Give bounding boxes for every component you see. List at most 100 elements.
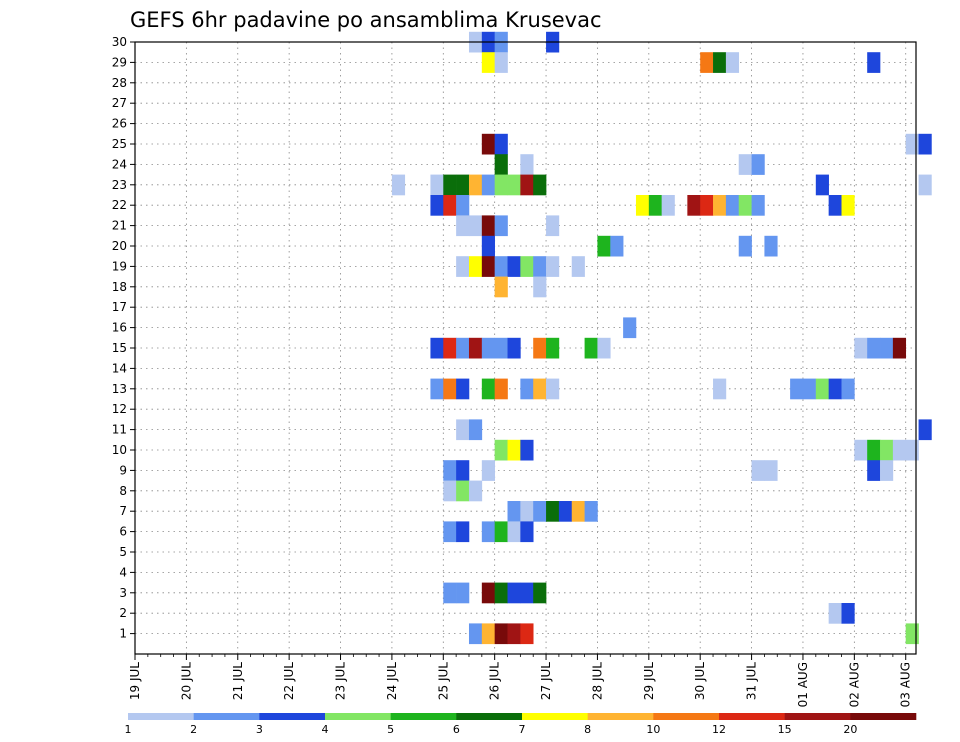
colorbar-swatch — [193, 713, 260, 720]
data-cell — [533, 378, 547, 400]
data-cell — [905, 623, 919, 645]
data-cell — [520, 501, 534, 522]
x-tick-label: 19 JUL — [128, 662, 142, 700]
data-cell — [661, 195, 675, 216]
data-cell — [520, 174, 534, 196]
data-cell — [751, 460, 765, 481]
data-cell — [584, 501, 598, 522]
data-cell — [546, 215, 560, 237]
data-cell — [520, 521, 534, 543]
data-cell — [456, 215, 470, 237]
data-cell — [713, 378, 727, 400]
data-cell — [443, 480, 457, 502]
data-cell — [905, 439, 919, 461]
grid — [134, 41, 916, 654]
data-cell — [597, 235, 611, 257]
data-cell — [700, 195, 714, 216]
data-cell — [494, 521, 508, 543]
x-tick-label: 23 JUL — [334, 662, 348, 700]
data-cell — [867, 337, 881, 359]
x-axis: 19 JUL 20 JUL 21 JUL 22 JUL 23 JUL 24 JUL 25 J… — [128, 654, 913, 707]
data-cell — [481, 133, 495, 155]
data-cell — [430, 378, 444, 400]
y-tick-label: 16 — [112, 321, 127, 335]
y-tick-label: 4 — [119, 565, 127, 579]
data-cell — [520, 582, 534, 604]
data-cell — [520, 439, 534, 461]
data-cell — [520, 378, 534, 400]
data-cell — [391, 174, 406, 196]
data-cell — [481, 623, 495, 645]
colorbar-swatch — [522, 713, 588, 720]
data-cell — [610, 235, 624, 257]
data-cell — [828, 603, 842, 624]
data-cell — [443, 195, 457, 216]
x-tick-label: 03 AUG — [899, 662, 913, 707]
data-cell — [828, 195, 842, 216]
data-cell — [867, 439, 881, 461]
y-tick-label: 9 — [119, 463, 127, 477]
colorbar-swatch — [128, 713, 194, 720]
data-cell — [507, 623, 521, 645]
x-tick-label: 26 JUL — [488, 662, 502, 700]
y-tick-label: 20 — [112, 239, 127, 253]
colorbar-label: 10 — [646, 723, 660, 736]
y-tick-label: 19 — [112, 259, 127, 273]
data-cell — [494, 582, 508, 604]
colorbar-swatch — [325, 713, 391, 720]
data-cell — [468, 337, 483, 359]
data-cell — [546, 337, 560, 359]
data-cell — [456, 174, 470, 196]
data-cell — [790, 378, 804, 400]
data-cell — [494, 174, 508, 196]
data-cell — [481, 235, 495, 257]
data-cell — [507, 521, 521, 543]
chart-title: GEFS 6hr padavine po ansamblima Krusevac — [130, 8, 602, 32]
data-cell — [558, 501, 573, 522]
y-tick-label: 25 — [112, 137, 127, 151]
y-tick-label: 10 — [112, 443, 127, 457]
data-cell — [880, 337, 894, 359]
data-cell — [468, 256, 483, 277]
data-cell — [841, 195, 855, 216]
data-cell — [841, 603, 855, 624]
y-axis: 1234567891011121314151617181920212223242… — [112, 35, 135, 641]
data-cell — [546, 501, 560, 522]
y-tick-label: 21 — [112, 219, 127, 233]
data-cell — [520, 623, 534, 645]
data-cell — [468, 623, 483, 645]
colorbar-label: 5 — [387, 723, 394, 736]
data-cell — [494, 52, 508, 73]
x-tick-label: 20 JUL — [179, 662, 193, 700]
x-tick-label: 01 AUG — [796, 662, 810, 707]
data-cell — [751, 195, 765, 216]
data-cell — [905, 133, 919, 155]
colorbar-label: 12 — [712, 723, 726, 736]
data-cell — [713, 52, 727, 73]
data-cell — [468, 174, 483, 196]
data-cell — [867, 52, 881, 73]
data-cell — [751, 154, 765, 175]
data-cell — [494, 154, 508, 175]
colorbar-label: 8 — [584, 723, 591, 736]
data-cell — [481, 215, 495, 237]
colorbar-label: 15 — [778, 723, 792, 736]
data-cell — [764, 460, 778, 481]
y-tick-label: 15 — [112, 341, 127, 355]
colorbar: 1 2 3 4 5 6 7 8 10 12 15 20 — [125, 713, 917, 736]
data-cell — [854, 439, 868, 461]
data-cell — [481, 174, 495, 196]
colorbar-label: 20 — [843, 723, 857, 736]
data-cell — [430, 174, 444, 196]
data-cell — [507, 439, 521, 461]
colorbar-label: 6 — [453, 723, 460, 736]
data-cell — [481, 337, 495, 359]
y-tick-label: 22 — [112, 198, 127, 212]
x-tick-label: 22 JUL — [282, 662, 296, 700]
data-cell — [468, 419, 483, 441]
data-cells — [391, 31, 932, 645]
data-cell — [738, 195, 752, 216]
data-cell — [880, 439, 894, 461]
y-tick-label: 5 — [119, 545, 127, 559]
y-tick-label: 11 — [112, 423, 127, 437]
